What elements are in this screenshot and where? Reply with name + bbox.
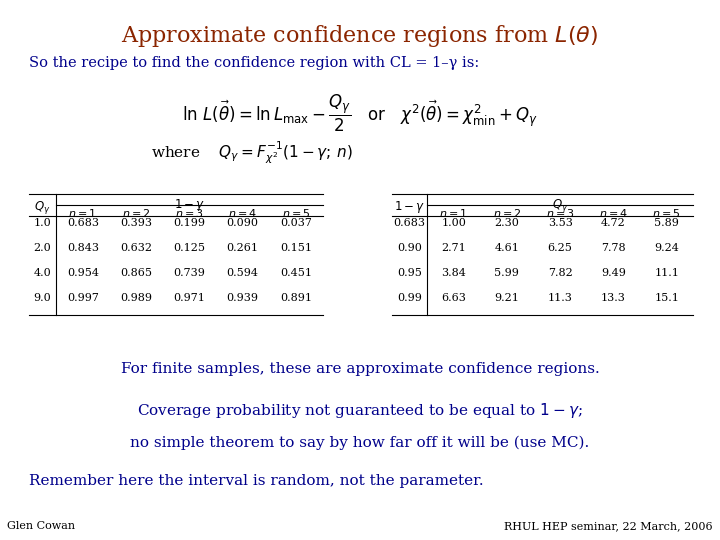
Text: 4.61: 4.61 <box>495 243 519 253</box>
Text: 5.99: 5.99 <box>495 268 519 278</box>
Text: $n=2$: $n=2$ <box>122 207 150 219</box>
Text: 13.3: 13.3 <box>601 293 626 303</box>
Text: 0.971: 0.971 <box>174 293 205 303</box>
Text: For finite samples, these are approximate confidence regions.: For finite samples, these are approximat… <box>121 362 599 376</box>
Text: 0.151: 0.151 <box>280 243 312 253</box>
Text: $1 - \gamma$: $1 - \gamma$ <box>174 197 205 213</box>
Text: Coverage probability not guaranteed to be equal to $1-\gamma$;: Coverage probability not guaranteed to b… <box>138 401 582 420</box>
Text: no simple theorem to say by how far off it will be (use MC).: no simple theorem to say by how far off … <box>130 436 590 450</box>
Text: 0.954: 0.954 <box>67 268 99 278</box>
Text: 6.25: 6.25 <box>548 243 572 253</box>
Text: 7.82: 7.82 <box>548 268 572 278</box>
Text: $n=5$: $n=5$ <box>652 207 681 219</box>
Text: $n=3$: $n=3$ <box>175 207 204 219</box>
Text: 0.261: 0.261 <box>227 243 258 253</box>
Text: Glen Cowan: Glen Cowan <box>7 521 76 531</box>
Text: $\ln\, L(\vec{\theta}) = \ln L_{\mathrm{max}} - \dfrac{Q_\gamma}{2}$$\quad \math: $\ln\, L(\vec{\theta}) = \ln L_{\mathrm{… <box>182 93 538 134</box>
Text: $n=1$: $n=1$ <box>68 207 97 219</box>
Text: 0.891: 0.891 <box>280 293 312 303</box>
Text: 0.739: 0.739 <box>174 268 205 278</box>
Text: 0.037: 0.037 <box>280 218 312 228</box>
Text: 6.63: 6.63 <box>441 293 466 303</box>
Text: 11.1: 11.1 <box>654 268 679 278</box>
Text: 0.393: 0.393 <box>120 218 152 228</box>
Text: $n=4$: $n=4$ <box>228 207 257 219</box>
Text: 4.0: 4.0 <box>34 268 51 278</box>
Text: $Q_\gamma$: $Q_\gamma$ <box>552 197 568 213</box>
Text: $n=3$: $n=3$ <box>546 207 575 219</box>
Text: 0.683: 0.683 <box>394 218 426 228</box>
Text: 0.683: 0.683 <box>67 218 99 228</box>
Text: 9.24: 9.24 <box>654 243 679 253</box>
Text: 0.997: 0.997 <box>67 293 99 303</box>
Text: 9.49: 9.49 <box>601 268 626 278</box>
Text: $n=1$: $n=1$ <box>439 207 468 219</box>
Text: 0.090: 0.090 <box>227 218 258 228</box>
Text: 0.90: 0.90 <box>397 243 422 253</box>
Text: 1.00: 1.00 <box>441 218 466 228</box>
Text: $Q_\gamma$: $Q_\gamma$ <box>35 199 50 215</box>
Text: 5.89: 5.89 <box>654 218 679 228</box>
Text: 0.594: 0.594 <box>227 268 258 278</box>
Text: 9.21: 9.21 <box>495 293 519 303</box>
Text: 0.99: 0.99 <box>397 293 422 303</box>
Text: Remember here the interval is random, not the parameter.: Remember here the interval is random, no… <box>29 474 483 488</box>
Text: 0.125: 0.125 <box>174 243 205 253</box>
Text: 2.71: 2.71 <box>441 243 466 253</box>
Text: $n=4$: $n=4$ <box>599 207 628 219</box>
Text: 0.939: 0.939 <box>227 293 258 303</box>
Text: 7.78: 7.78 <box>601 243 626 253</box>
Text: RHUL HEP seminar, 22 March, 2006: RHUL HEP seminar, 22 March, 2006 <box>504 521 713 531</box>
Text: 0.865: 0.865 <box>120 268 152 278</box>
Text: Approximate confidence regions from $L(\theta)$: Approximate confidence regions from $L(\… <box>122 23 598 49</box>
Text: 2.30: 2.30 <box>495 218 519 228</box>
Text: 4.72: 4.72 <box>601 218 626 228</box>
Text: 1.0: 1.0 <box>34 218 51 228</box>
Text: $n=5$: $n=5$ <box>282 207 310 219</box>
Text: 2.0: 2.0 <box>34 243 51 253</box>
Text: where $\quad Q_\gamma = F^{-1}_{\chi^2}(1-\gamma;\, n)$: where $\quad Q_\gamma = F^{-1}_{\chi^2}(… <box>151 139 353 166</box>
Text: $1-\gamma$: $1-\gamma$ <box>394 199 426 215</box>
Text: 0.451: 0.451 <box>280 268 312 278</box>
Text: So the recipe to find the confidence region with CL = 1–γ is:: So the recipe to find the confidence reg… <box>29 56 479 70</box>
Text: 15.1: 15.1 <box>654 293 679 303</box>
Text: $n=2$: $n=2$ <box>492 207 521 219</box>
Text: 3.53: 3.53 <box>548 218 572 228</box>
Text: 3.84: 3.84 <box>441 268 466 278</box>
Text: 0.95: 0.95 <box>397 268 422 278</box>
Text: 0.843: 0.843 <box>67 243 99 253</box>
Text: 9.0: 9.0 <box>34 293 51 303</box>
Text: 0.199: 0.199 <box>174 218 205 228</box>
Text: 11.3: 11.3 <box>548 293 572 303</box>
Text: 0.632: 0.632 <box>120 243 152 253</box>
Text: 0.989: 0.989 <box>120 293 152 303</box>
